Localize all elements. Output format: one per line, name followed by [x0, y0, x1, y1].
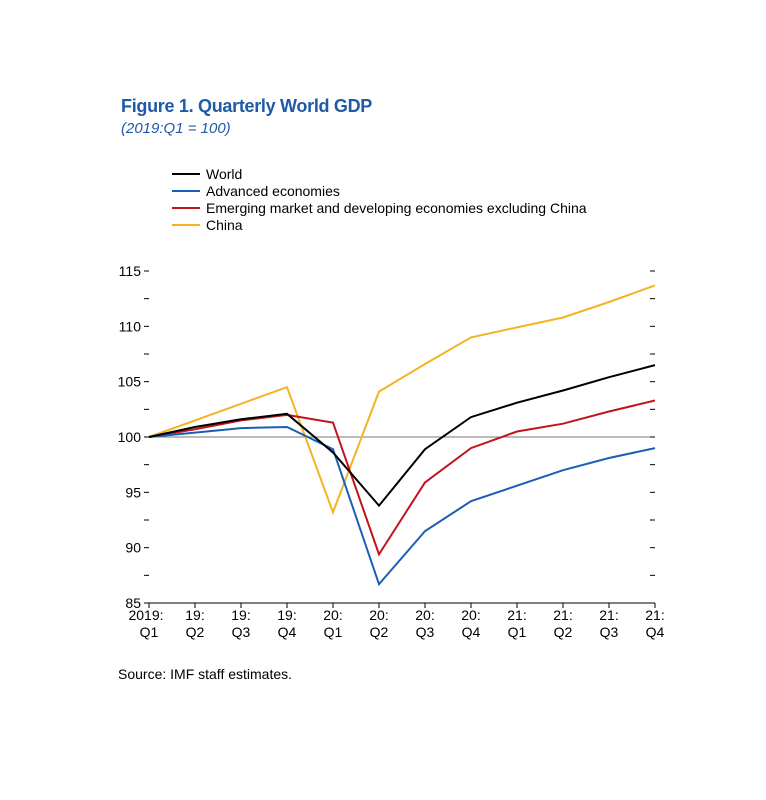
- x-tick-label-quarter: Q2: [186, 624, 205, 640]
- x-tick-label-quarter: Q2: [370, 624, 389, 640]
- x-tick-label-quarter: Q4: [646, 624, 665, 640]
- series-line-emerging-market-and-developing-economies-excluding-china: [148, 399, 656, 557]
- y-tick-label: 95: [125, 484, 141, 500]
- x-tick-label-quarter: Q3: [232, 624, 251, 640]
- legend-label-emde: Emerging market and developing economies…: [206, 199, 587, 216]
- series-line-world: [148, 364, 656, 508]
- x-tick-label-quarter: Q1: [508, 624, 527, 640]
- y-tick-label: 115: [119, 263, 142, 279]
- legend-label-china: China: [206, 216, 243, 233]
- x-tick-label-quarter: Q3: [416, 624, 435, 640]
- x-tick-label-quarter: Q1: [324, 624, 343, 640]
- x-tick-label-year: 19:: [185, 607, 204, 623]
- x-tick-label-year: 2019:: [128, 607, 163, 623]
- x-tick-label-year: 19:: [277, 607, 296, 623]
- y-tick-label: 105: [118, 374, 142, 390]
- y-tick-label: 110: [119, 318, 142, 334]
- legend-swatch-china: [172, 223, 200, 226]
- legend: World Advanced economies Emerging market…: [172, 165, 587, 233]
- x-tick-label-year: 21:: [599, 607, 618, 623]
- chart-title: Figure 1. Quarterly World GDP: [121, 96, 373, 116]
- y-tick-label: 90: [125, 540, 141, 556]
- x-tick-label-year: 19:: [231, 607, 250, 623]
- chart-subtitle: (2019:Q1 = 100): [121, 120, 231, 137]
- x-tick-label-quarter: Q3: [600, 624, 619, 640]
- legend-label-advanced: Advanced economies: [206, 182, 340, 199]
- legend-label-world: World: [206, 165, 243, 182]
- source-note: Source: IMF staff estimates.: [118, 666, 293, 682]
- legend-item-world: World: [172, 165, 587, 182]
- x-tick-label-year: 21:: [507, 607, 526, 623]
- x-tick-label-year: 20:: [415, 607, 434, 623]
- legend-item-emde: Emerging market and developing economies…: [172, 199, 587, 216]
- y-tick-label: 85: [125, 595, 141, 611]
- x-tick-label-quarter: Q4: [278, 624, 297, 640]
- x-tick-label-quarter: Q4: [462, 624, 481, 640]
- legend-swatch-emde: [172, 206, 200, 209]
- legend-swatch-world: [172, 172, 200, 175]
- legend-swatch-advanced: [172, 189, 200, 192]
- series-line-advanced-economies: [148, 425, 656, 587]
- y-tick-label: 100: [118, 429, 142, 445]
- legend-item-china: China: [172, 216, 587, 233]
- series-line-china: [148, 284, 656, 516]
- x-tick-label-quarter: Q1: [140, 624, 159, 640]
- legend-item-advanced: Advanced economies: [172, 182, 587, 199]
- x-tick-label-year: 21:: [553, 607, 572, 623]
- x-tick-label-year: 20:: [323, 607, 342, 623]
- x-tick-label-quarter: Q2: [554, 624, 573, 640]
- x-tick-label-year: 20:: [461, 607, 480, 623]
- x-tick-label-year: 21:: [645, 607, 664, 623]
- x-tick-label-year: 20:: [369, 607, 388, 623]
